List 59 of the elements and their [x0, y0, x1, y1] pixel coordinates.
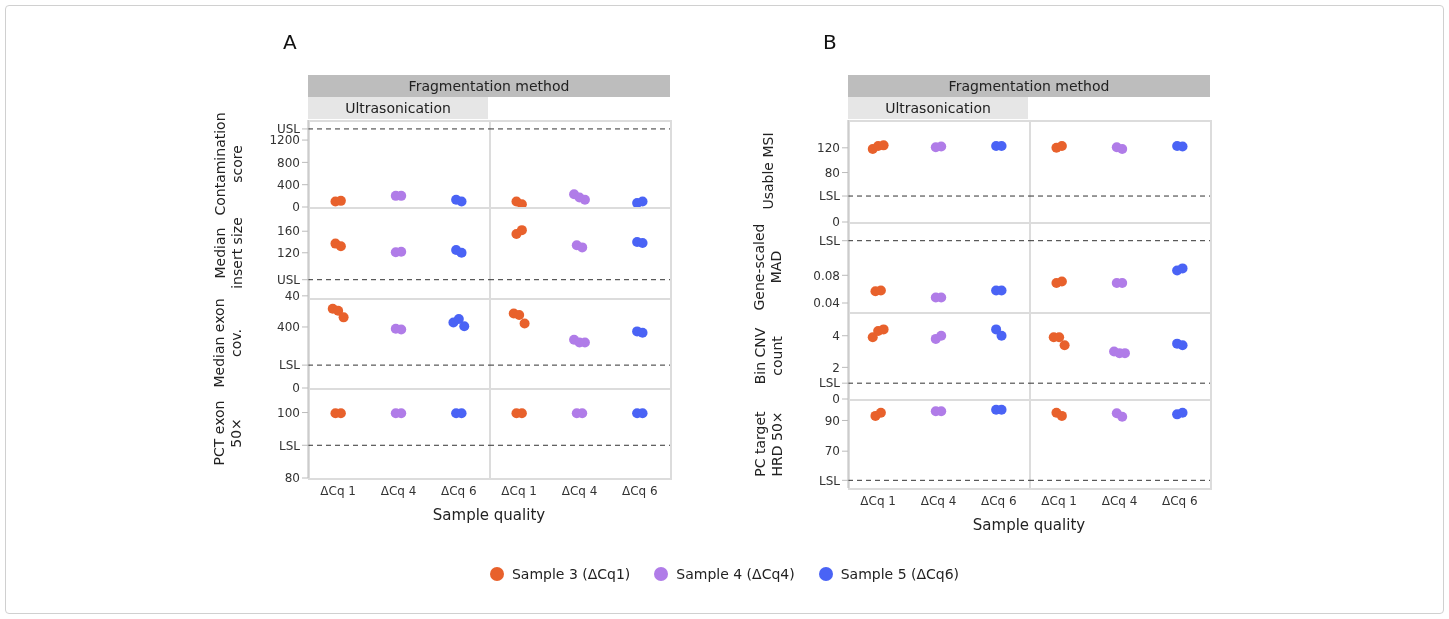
- y-tick-label: 120: [817, 141, 840, 156]
- y-tick-label: 4: [832, 328, 840, 343]
- x-tick-label: ΔCq 1: [501, 483, 537, 498]
- y-tick-label: 800: [277, 155, 300, 170]
- x-tick-label: ΔCq 4: [380, 483, 417, 498]
- chart-subtitle: Ultrasonication: [848, 97, 1028, 119]
- x-tick-label: ΔCq 6: [622, 483, 658, 498]
- y-tick-label: 80: [284, 471, 300, 486]
- x-tick-label: ΔCq 4: [561, 483, 598, 498]
- y-tick-label: LSL: [819, 189, 841, 204]
- y-tick-label: LSL: [819, 376, 841, 391]
- y-axis-title: Gene-scaled MAD: [751, 222, 785, 312]
- x-axis-title: Sample quality: [971, 516, 1087, 534]
- y-axis-title: Median exon cov.: [211, 298, 245, 388]
- y-tick-label: USL: [276, 272, 301, 287]
- y-tick-label: 0: [832, 215, 840, 230]
- x-axis-title: Sample quality: [431, 506, 547, 524]
- y-tick-label: 400: [277, 320, 300, 335]
- chart-subtitle: Ultrasonication: [308, 97, 488, 119]
- y-tick-label: 160: [277, 224, 300, 239]
- y-tick-label: 0.04: [813, 296, 840, 311]
- chart-title: B: [823, 30, 837, 54]
- x-tick-label: ΔCq 1: [860, 493, 896, 508]
- x-tick-label: ΔCq 4: [920, 493, 957, 508]
- y-tick-label: 70: [824, 444, 840, 459]
- y-tick-label: 120: [277, 246, 300, 261]
- y-axis-title: Median insert size: [211, 216, 244, 289]
- legend-label: Sample 3 (ΔCq1): [511, 566, 631, 582]
- y-tick-label: 40: [284, 289, 300, 304]
- y-tick-label: 1200: [269, 133, 300, 148]
- y-tick-label: 100: [277, 405, 300, 420]
- x-tick-label: ΔCq 6: [441, 483, 477, 498]
- y-tick-label: 400: [277, 177, 300, 192]
- y-tick-label: 90: [824, 413, 840, 428]
- legend-label: Sample 4 (ΔCq4): [676, 566, 795, 582]
- y-axis-title: Contamination score: [211, 111, 245, 216]
- y-tick-label: 0: [292, 200, 300, 215]
- x-tick-label: ΔCq 4: [1101, 493, 1138, 508]
- y-tick-label: 80: [824, 165, 840, 180]
- x-tick-label: ΔCq 6: [1162, 493, 1198, 508]
- y-tick-label: 2: [832, 360, 840, 375]
- y-tick-label: 0: [292, 381, 300, 396]
- text: Fragmentation method: [308, 75, 670, 97]
- y-tick-label: 0.08: [813, 268, 840, 283]
- y-tick-label: 0: [832, 392, 840, 407]
- legend-label: Sample 5 (ΔCq6): [840, 566, 960, 582]
- y-axis-title: PCT exon 50×: [211, 399, 245, 468]
- y-axis-title: Bin CNV count: [751, 326, 785, 386]
- x-tick-label: ΔCq 1: [1041, 493, 1077, 508]
- y-axis-title: PC target HRD 50×: [751, 409, 785, 479]
- text: Fragmentation method: [848, 75, 1210, 97]
- y-tick-label: LSL: [279, 358, 301, 373]
- x-tick-label: ΔCq 6: [981, 493, 1017, 508]
- y-axis-title: Usable MSI: [759, 132, 777, 210]
- y-tick-label: LSL: [279, 438, 301, 453]
- x-tick-label: ΔCq 1: [320, 483, 356, 498]
- y-tick-label: LSL: [819, 233, 841, 248]
- y-tick-label: LSL: [819, 473, 841, 488]
- chart-title: A: [283, 30, 297, 54]
